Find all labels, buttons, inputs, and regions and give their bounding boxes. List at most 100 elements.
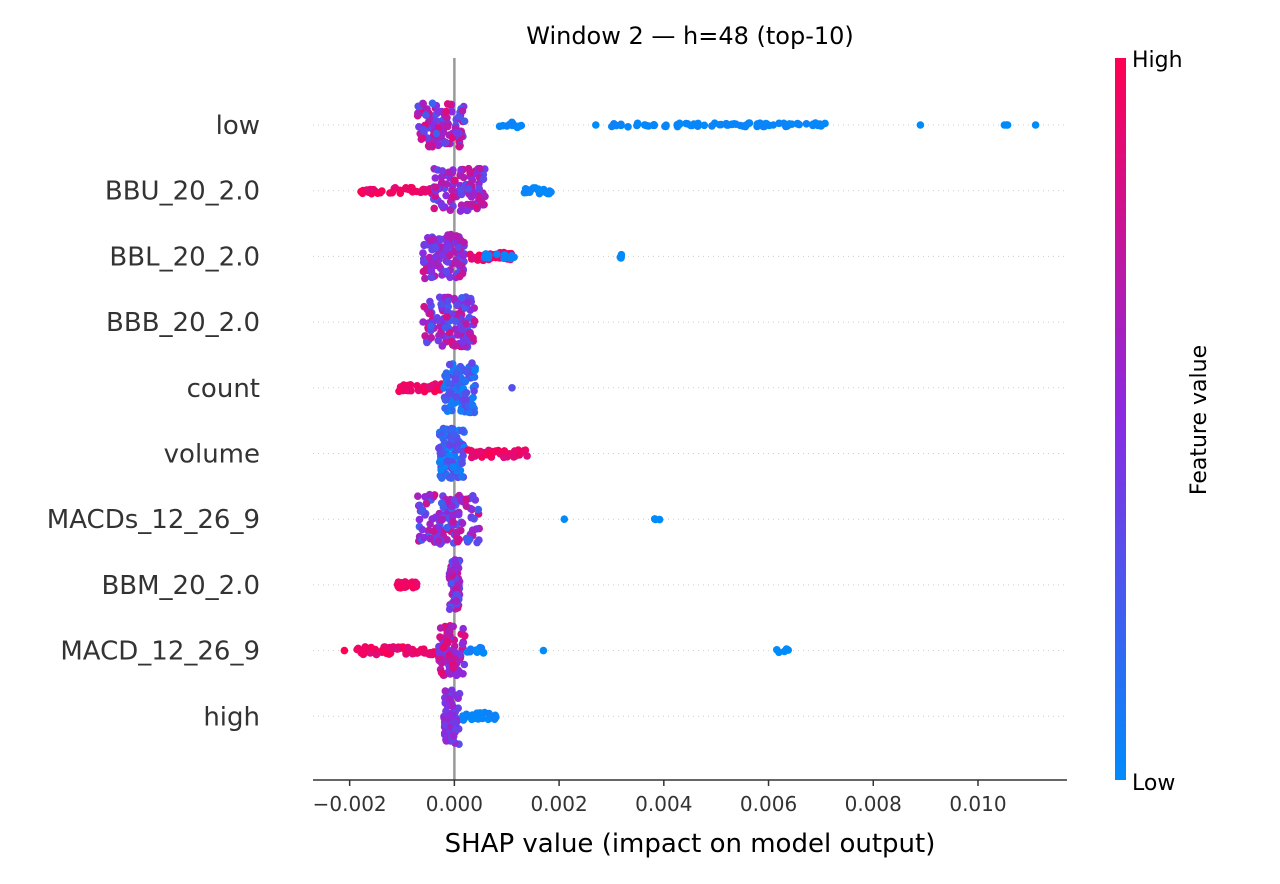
shap-point bbox=[775, 648, 783, 657]
shap-point bbox=[365, 186, 373, 194]
shap-point bbox=[505, 120, 514, 129]
x-axis: −0.002 0.000 0.002 0.004 0.006 0.008 0.010 bbox=[313, 779, 1067, 816]
shap-point bbox=[454, 564, 463, 572]
x-tick-label: 0.010 bbox=[949, 792, 1006, 816]
shap-point bbox=[444, 297, 452, 305]
shap-point bbox=[451, 691, 460, 699]
shap-point bbox=[436, 633, 444, 641]
shap-point bbox=[431, 174, 440, 182]
shap-point bbox=[442, 369, 451, 377]
shap-point bbox=[458, 326, 466, 334]
shap-point bbox=[437, 466, 445, 474]
shap-point bbox=[437, 499, 446, 507]
shap-point bbox=[407, 183, 415, 192]
shap-point bbox=[454, 260, 463, 269]
shap-point bbox=[523, 186, 531, 194]
shap-point bbox=[446, 273, 454, 282]
shap-point bbox=[475, 184, 484, 193]
shap-point bbox=[472, 203, 481, 212]
shap-point bbox=[457, 407, 465, 415]
shap-point bbox=[560, 515, 569, 523]
shap-point bbox=[592, 121, 600, 129]
shap-point bbox=[508, 384, 516, 392]
shap-point bbox=[413, 382, 421, 390]
shap-point bbox=[419, 125, 428, 134]
feature-label: BBU_20_2.0 bbox=[105, 177, 260, 207]
shap-point bbox=[732, 120, 740, 128]
shap-point bbox=[617, 250, 626, 259]
shap-point bbox=[916, 121, 925, 129]
shap-point bbox=[438, 201, 446, 210]
shap-point bbox=[442, 267, 451, 276]
feature-label: count bbox=[187, 374, 260, 404]
shap-point bbox=[444, 258, 452, 266]
shap-point bbox=[1031, 121, 1040, 129]
x-tick-label: 0.002 bbox=[530, 792, 587, 816]
x-tick-label: 0.004 bbox=[635, 792, 692, 816]
shap-point bbox=[817, 122, 825, 130]
series-BBL_20_2.0 bbox=[419, 230, 626, 283]
shap-point bbox=[438, 342, 447, 350]
shap-point bbox=[359, 650, 368, 659]
shap-point bbox=[422, 111, 430, 119]
shap-point bbox=[470, 515, 478, 523]
shap-point bbox=[441, 138, 450, 147]
shap-point bbox=[451, 342, 459, 350]
shap-point bbox=[809, 121, 817, 130]
shap-point bbox=[428, 99, 437, 108]
shap-point bbox=[448, 186, 456, 194]
shap-point bbox=[443, 637, 451, 646]
series-BBB_20_2.0 bbox=[419, 293, 479, 351]
shap-point bbox=[455, 142, 464, 151]
shap-point bbox=[431, 183, 440, 192]
shap-point bbox=[470, 190, 478, 199]
x-tick-label: −0.002 bbox=[313, 792, 387, 816]
shap-point bbox=[506, 254, 515, 263]
shap-point bbox=[445, 473, 454, 482]
shap-point bbox=[419, 99, 428, 108]
shap-point bbox=[793, 119, 802, 128]
shap-point bbox=[650, 121, 658, 129]
shap-point bbox=[432, 129, 441, 138]
shap-point bbox=[463, 206, 471, 215]
shap-point bbox=[491, 714, 499, 722]
shap-point bbox=[775, 119, 783, 128]
shap-point bbox=[459, 670, 467, 678]
shap-point bbox=[458, 640, 467, 649]
shap-point bbox=[361, 643, 370, 651]
shap-point bbox=[441, 323, 450, 332]
shap-point bbox=[722, 119, 730, 128]
shap-point bbox=[443, 313, 451, 321]
shap-point bbox=[476, 164, 484, 173]
shap-point bbox=[458, 294, 466, 302]
shap-point bbox=[439, 643, 448, 652]
shap-point bbox=[441, 687, 450, 695]
shap-point bbox=[457, 185, 465, 194]
shap-point bbox=[442, 191, 450, 200]
shap-point bbox=[414, 492, 422, 501]
shap-point bbox=[427, 273, 436, 282]
shap-point bbox=[510, 447, 519, 455]
shap-point bbox=[453, 300, 462, 309]
shap-point bbox=[452, 393, 461, 401]
feature-label: MACD_12_26_9 bbox=[60, 637, 260, 667]
shap-point bbox=[467, 453, 476, 462]
shap-point bbox=[448, 702, 457, 710]
shap-point bbox=[412, 579, 421, 588]
shap-point bbox=[446, 441, 454, 450]
shap-point bbox=[461, 632, 469, 640]
shap-point bbox=[425, 253, 434, 262]
shap-point bbox=[494, 446, 503, 455]
shap-point bbox=[435, 262, 443, 270]
shap-point bbox=[468, 359, 476, 367]
shap-point bbox=[419, 267, 428, 276]
shap-point bbox=[464, 185, 473, 193]
shap-point bbox=[437, 516, 446, 524]
shap-point bbox=[446, 670, 455, 678]
shap-point bbox=[393, 645, 402, 653]
shap-point bbox=[431, 243, 440, 251]
shap-point bbox=[500, 254, 508, 262]
shap-point bbox=[443, 523, 452, 532]
shap-point bbox=[708, 122, 716, 130]
